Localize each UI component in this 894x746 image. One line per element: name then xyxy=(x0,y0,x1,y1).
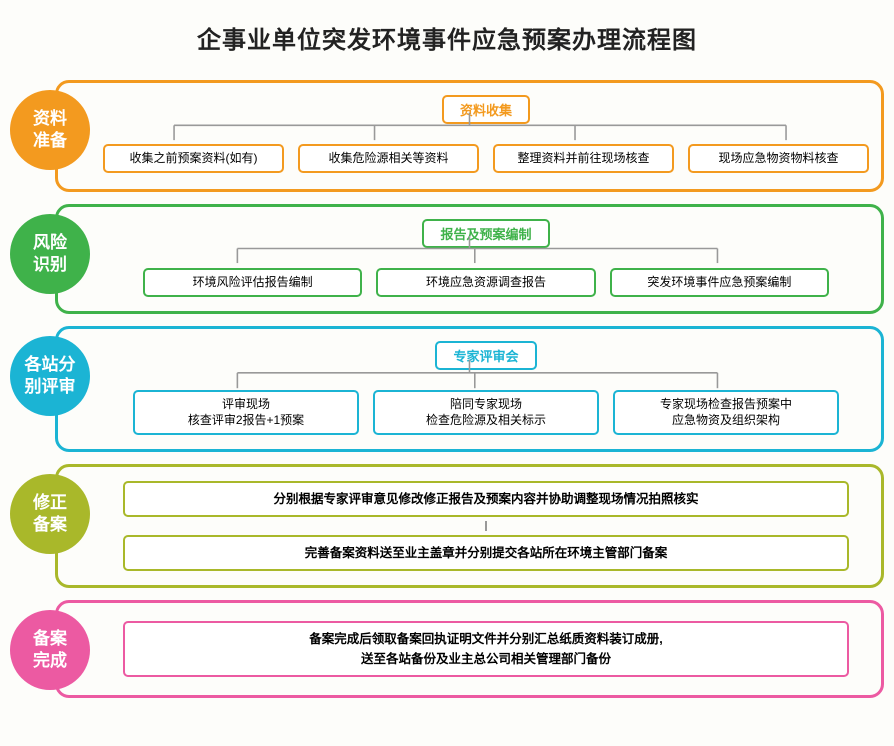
stage-2: 风险 识别 报告及预案编制 环境风险评估报告编制 环境应急资源调查报告 突发环境… xyxy=(10,204,884,314)
stage-4-long-2: 完善备案资料送至业主盖章并分别提交各站所在环境主管部门备案 xyxy=(123,535,849,571)
stage-4: 修正 备案 分别根据专家评审意见修改修正报告及预案内容并协助调整现场情况拍照核实… xyxy=(10,464,884,588)
stage-1-sub-1: 收集之前预案资料(如有) xyxy=(103,144,284,173)
stage-5: 备案 完成 备案完成后领取备案回执证明文件并分别汇总纸质资料装订成册, 送至各站… xyxy=(10,600,884,698)
stage-1-sub-3: 整理资料并前往现场核查 xyxy=(493,144,674,173)
stage-2-sub-3: 突发环境事件应急预案编制 xyxy=(610,268,829,297)
stage-2-circle: 风险 识别 xyxy=(10,214,90,294)
stage-5-long-1: 备案完成后领取备案回执证明文件并分别汇总纸质资料装订成册, 送至各站备份及业主总… xyxy=(123,621,849,677)
stage-2-sub-1: 环境风险评估报告编制 xyxy=(143,268,362,297)
stage-5-panel: 备案完成后领取备案回执证明文件并分别汇总纸质资料装订成册, 送至各站备份及业主总… xyxy=(55,600,884,698)
stage-1-panel: 资料收集 收集之前预案资料(如有) 收集危险源相关等资料 整理资料并前往现场核查… xyxy=(55,80,884,192)
stage-1: 资料 准备 资料收集 收集之前预案资料(如有) 收集危险源相关等资料 整理资料并… xyxy=(10,80,884,192)
stage-3-circle: 各站分 别评审 xyxy=(10,336,90,416)
stage-3-sub-2: 陪同专家现场 检查危险源及相关标示 xyxy=(373,390,599,436)
stage-2-panel: 报告及预案编制 环境风险评估报告编制 环境应急资源调查报告 突发环境事件应急预案… xyxy=(55,204,884,314)
stage-3-sub-3: 专家现场检查报告预案中 应急物资及组织架构 xyxy=(613,390,839,436)
stage-3-panel: 专家评审会 评审现场 核查评审2报告+1预案 陪同专家现场 检查危险源及相关标示… xyxy=(55,326,884,453)
stage-5-circle: 备案 完成 xyxy=(10,610,90,690)
stage-4-circle: 修正 备案 xyxy=(10,474,90,554)
stage-3: 各站分 别评审 专家评审会 评审现场 核查评审2报告+1预案 陪同专家现场 检查… xyxy=(10,326,884,453)
stage-3-header: 专家评审会 xyxy=(435,341,536,370)
stage-1-header: 资料收集 xyxy=(442,95,530,124)
stage-1-circle: 资料 准备 xyxy=(10,90,90,170)
stage-4-panel: 分别根据专家评审意见修改修正报告及预案内容并协助调整现场情况拍照核实 完善备案资… xyxy=(55,464,884,588)
stage-4-long-1: 分别根据专家评审意见修改修正报告及预案内容并协助调整现场情况拍照核实 xyxy=(123,481,849,517)
stage-3-sub-1: 评审现场 核查评审2报告+1预案 xyxy=(133,390,359,436)
page-title: 企事业单位突发环境事件应急预案办理流程图 xyxy=(10,20,884,55)
stage-2-header: 报告及预案编制 xyxy=(422,219,549,248)
stage-1-sub-2: 收集危险源相关等资料 xyxy=(298,144,479,173)
stage-1-sub-4: 现场应急物资物料核查 xyxy=(688,144,869,173)
stage-2-sub-2: 环境应急资源调查报告 xyxy=(376,268,595,297)
